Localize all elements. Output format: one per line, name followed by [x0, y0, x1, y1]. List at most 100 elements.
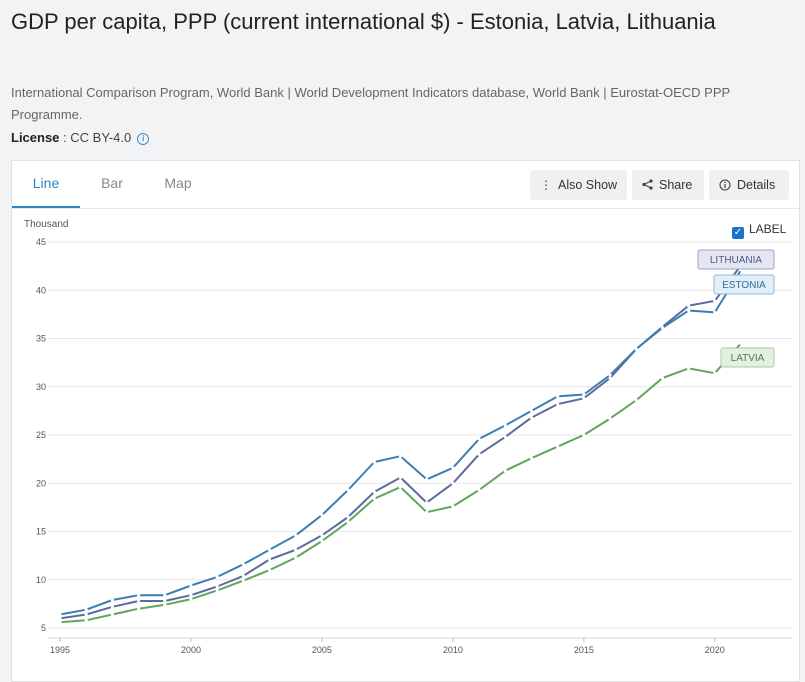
data-point [451, 481, 455, 485]
data-point [634, 398, 638, 402]
tab-divider [12, 208, 799, 209]
share-button[interactable]: Share [632, 170, 704, 200]
data-point [320, 513, 324, 517]
data-point [582, 392, 586, 397]
data-point [163, 603, 167, 607]
x-tick-label: 2020 [705, 645, 725, 655]
data-point [320, 533, 324, 537]
data-point [189, 597, 193, 601]
data-point [398, 475, 403, 480]
data-point [58, 620, 62, 624]
data-point [503, 435, 507, 439]
data-point [608, 376, 612, 380]
y-tick-label: 10 [36, 575, 46, 585]
data-point [660, 376, 665, 380]
data-point [687, 366, 691, 371]
data-point [556, 444, 560, 449]
tab-line[interactable]: Line [12, 161, 80, 208]
data-point [372, 497, 376, 501]
y-tick-label: 5 [41, 623, 46, 633]
data-point [84, 612, 88, 617]
data-point [136, 593, 141, 597]
data-point [372, 490, 376, 494]
data-point [398, 485, 403, 489]
data-point [110, 612, 114, 617]
series-label-lithuania: LITHUANIA [710, 255, 763, 266]
data-point [451, 466, 455, 470]
data-point [84, 608, 88, 612]
source-text: International Comparison Program, World … [11, 85, 730, 122]
data-point [634, 347, 638, 351]
data-point [294, 548, 298, 552]
details-button[interactable]: Details [709, 170, 789, 200]
data-point [346, 515, 350, 519]
data-point [241, 562, 245, 566]
data-point [163, 593, 167, 597]
checkbox-checked-icon[interactable]: ✓ [732, 227, 744, 239]
page-title: GDP per capita, PPP (current internation… [11, 9, 716, 34]
data-point [58, 616, 62, 620]
line-chart: Thousand 5 10 15 20 25 30 35 40 45 1995 2000 2005 201… [24, 219, 792, 655]
series-line-estonia [59, 269, 742, 616]
data-point [215, 584, 219, 589]
data-point [477, 437, 481, 441]
y-tick-label: 40 [36, 285, 46, 295]
data-point [58, 612, 62, 617]
data-point [503, 469, 507, 473]
label-toggle[interactable]: ✓ LABEL [732, 222, 786, 239]
info-circle-icon [719, 170, 731, 200]
tab-bar[interactable]: Bar [101, 175, 123, 191]
series-label-estonia: ESTONIA [722, 280, 766, 291]
data-point [739, 341, 743, 345]
data-point [713, 371, 717, 375]
data-point [425, 500, 429, 505]
info-icon[interactable]: i [137, 133, 150, 145]
x-tick-label: 2005 [312, 645, 332, 655]
data-point [425, 510, 429, 514]
data-point [241, 574, 245, 578]
y-tick-label: 15 [36, 527, 46, 537]
chart-panel: Line Bar Map ⋮ Also Show Share Details ✓ L… [11, 160, 800, 682]
data-point [241, 579, 245, 583]
share-icon [642, 170, 653, 200]
x-tick-label: 2000 [181, 645, 201, 655]
data-point [556, 394, 560, 398]
series-label-box [697, 249, 775, 270]
license-label: License [11, 130, 60, 145]
y-axis-unit-label: Thousand [24, 219, 68, 230]
data-point [398, 454, 403, 458]
series-label-box [713, 274, 775, 295]
y-tick-label: 35 [36, 334, 46, 344]
series-label-latvia: LATVIA [731, 353, 765, 364]
data-point [582, 433, 586, 437]
also-show-button[interactable]: ⋮ Also Show [530, 170, 627, 200]
data-point [84, 618, 88, 622]
data-point [346, 488, 350, 492]
data-point [136, 599, 141, 603]
data-point [163, 599, 167, 603]
data-point [582, 396, 586, 400]
data-point [267, 548, 272, 552]
tab-map[interactable]: Map [164, 175, 192, 191]
data-point [477, 488, 481, 492]
data-point [687, 308, 691, 313]
data-point [110, 598, 114, 602]
y-tick-label: 25 [36, 430, 46, 440]
also-show-label: Also Show [558, 178, 618, 192]
data-point [425, 477, 429, 481]
data-point [136, 607, 141, 611]
data-point [320, 539, 324, 543]
data-point [346, 520, 350, 524]
data-point [451, 504, 455, 509]
data-point [713, 310, 717, 315]
y-tick-label: 45 [36, 237, 46, 247]
data-point [608, 416, 612, 421]
data-point [556, 402, 560, 406]
series-line-lithuania [59, 264, 742, 620]
data-point [189, 593, 193, 597]
data-point [713, 299, 717, 303]
data-point [529, 416, 534, 420]
data-point [687, 304, 691, 308]
series-label-box [720, 347, 775, 368]
data-point [503, 423, 507, 427]
